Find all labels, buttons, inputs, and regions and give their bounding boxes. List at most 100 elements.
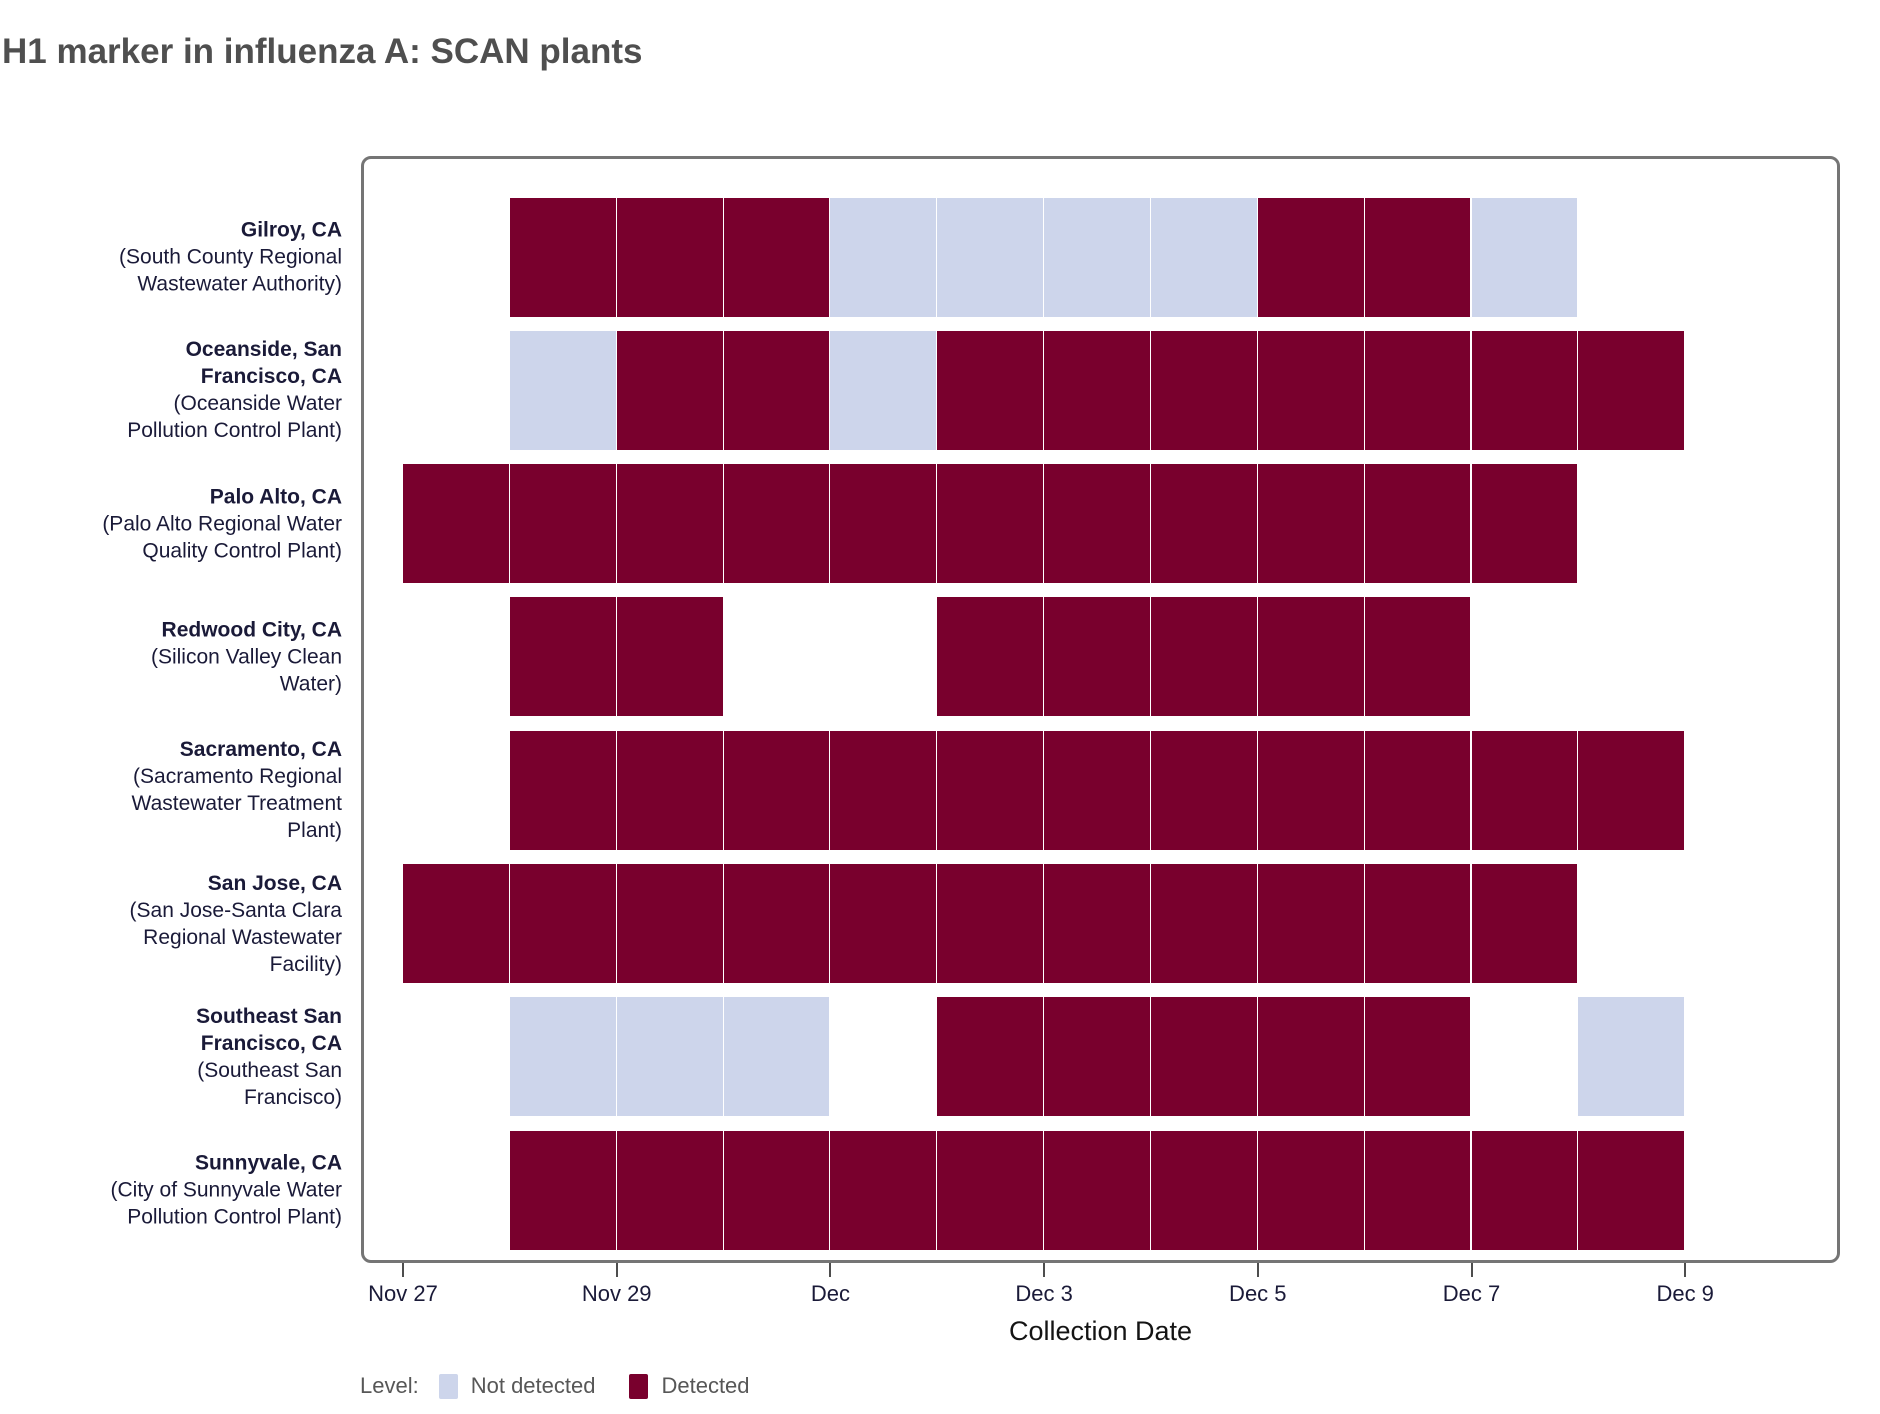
heatmap-tile (830, 330, 937, 450)
heatmap-tile (1364, 730, 1471, 850)
heatmap-tile (830, 1130, 937, 1250)
legend-label-not-detected: Not detected (470, 1373, 596, 1398)
heatmap-tile (1364, 997, 1471, 1117)
x-axis-title: Collection Date (1008, 1316, 1193, 1346)
heatmap-tile (1578, 997, 1685, 1117)
row-label-city: Sunnyvale, CA (194, 1151, 342, 1175)
legend: Level: Not detected Detected (360, 1372, 784, 1400)
heatmap-tile (509, 597, 616, 717)
heatmap-tile (1471, 197, 1578, 317)
row-label-plant: (Oceanside Water Pollution Control Plant… (127, 392, 342, 443)
chart-title: H1 marker in influenza A: SCAN plants (2, 32, 643, 71)
row-label-plant: (South County Regional Wastewater Author… (119, 245, 342, 296)
heatmap-tile (723, 997, 830, 1117)
heatmap-tile (1471, 864, 1578, 983)
heatmap-tile (937, 864, 1044, 983)
row-label: Oceanside, San Francisco, CA (Oceanside W… (127, 336, 342, 444)
row-label-plant: (Southeast San Francisco) (197, 1058, 342, 1109)
x-tick-mark (1043, 1263, 1046, 1277)
heatmap-tile (1044, 197, 1150, 317)
x-tick-label: Dec 3 (1015, 1281, 1073, 1306)
heatmap-tile (1364, 197, 1471, 317)
heatmap-tile (937, 730, 1044, 850)
row-label-city: Southeast San Francisco, CA (196, 1004, 342, 1055)
x-tick-mark (1470, 1263, 1473, 1277)
x-tick-mark (1684, 1263, 1687, 1277)
heatmap-tile (509, 1130, 616, 1250)
heatmap-tile (509, 997, 616, 1117)
heatmap-tile (1150, 1130, 1257, 1250)
heatmap-tile (1471, 1130, 1578, 1250)
heatmap-tile (403, 864, 509, 983)
heatmap-tile (616, 197, 723, 317)
heatmap-tile (1471, 464, 1578, 584)
row-label-plant: (Palo Alto Regional Water Quality Contro… (102, 512, 342, 563)
heatmap-tile (1471, 330, 1578, 450)
heatmap-tile (1044, 1130, 1150, 1250)
legend-swatch-not-detected (438, 1373, 458, 1399)
heatmap-tile (1150, 597, 1257, 717)
x-tick-label: Dec 7 (1442, 1281, 1501, 1306)
heatmap-tile (1578, 730, 1685, 850)
row-label: Gilroy, CA (South County Regional Wastewa… (119, 217, 342, 298)
heatmap-tile (1150, 330, 1257, 450)
heatmap-tile (509, 464, 616, 584)
heatmap-tile (616, 997, 723, 1117)
heatmap-tile (830, 464, 937, 584)
x-tick-label: Dec 5 (1229, 1281, 1287, 1306)
row-label-city: Oceanside, San Francisco, CA (185, 338, 342, 389)
heatmap-tile (1257, 197, 1364, 317)
legend-title: Level: (360, 1373, 419, 1398)
heatmap-tile (509, 330, 616, 450)
heatmap-tile (1471, 730, 1578, 850)
x-tick-label: Dec (810, 1281, 850, 1306)
heatmap-tile (830, 864, 937, 983)
heatmap-tile (1364, 330, 1471, 450)
heatmap-tile (1364, 864, 1471, 983)
heatmap-tile (616, 864, 723, 983)
heatmap-tile (1044, 464, 1150, 584)
heatmap-tile (1364, 464, 1471, 584)
heatmap-tile (616, 1130, 723, 1250)
heatmap-tile (937, 330, 1044, 450)
heatmap-tile (937, 464, 1044, 584)
row-label-city: Palo Alto, CA (209, 485, 342, 509)
heatmap-tile (723, 464, 830, 584)
x-tick-label: Nov 29 (581, 1281, 652, 1306)
heatmap-tile (830, 730, 937, 850)
heatmap-tile (1150, 730, 1257, 850)
heatmap-tile (937, 197, 1044, 317)
heatmap-tile (1044, 597, 1150, 717)
heatmap-tile (1364, 1130, 1471, 1250)
heatmap-tile (1150, 864, 1257, 983)
heatmap-tile (403, 464, 509, 584)
row-label-plant: (Sacramento Regional Wastewater Treatmen… (131, 765, 342, 843)
row-label-plant: (Silicon Valley Clean Water) (150, 645, 342, 696)
legend-label-detected: Detected (661, 1373, 750, 1398)
x-tick-mark (1256, 1263, 1259, 1277)
heatmap-tile (1044, 330, 1150, 450)
heatmap-tile (509, 730, 616, 850)
heatmap-tile (1044, 864, 1150, 983)
heatmap-tile (616, 730, 723, 850)
heatmap-tile (1257, 1130, 1364, 1250)
x-tick-mark (402, 1263, 404, 1277)
heatmap-tile (509, 197, 616, 317)
heatmap-tile (723, 330, 830, 450)
row-label: Sunnyvale, CA (City of Sunnyvale Water Po… (111, 1150, 342, 1231)
heatmap-tile (1257, 330, 1364, 450)
heatmap-tile (937, 1130, 1044, 1250)
row-label-city: Gilroy, CA (240, 218, 342, 242)
legend-swatch-detected (629, 1373, 649, 1399)
heatmap-tile (723, 730, 830, 850)
heatmap-tile (937, 997, 1044, 1117)
heatmap-tile (1364, 597, 1471, 717)
x-tick-mark (829, 1263, 832, 1277)
heatmap-tile (723, 197, 830, 317)
x-tick-mark (615, 1263, 618, 1277)
heatmap-tile (1150, 197, 1257, 317)
row-label-city: San Jose, CA (207, 871, 342, 895)
row-label: Sacramento, CA (Sacramento Regional Waste… (132, 736, 342, 844)
heatmap-tile (1150, 997, 1257, 1117)
